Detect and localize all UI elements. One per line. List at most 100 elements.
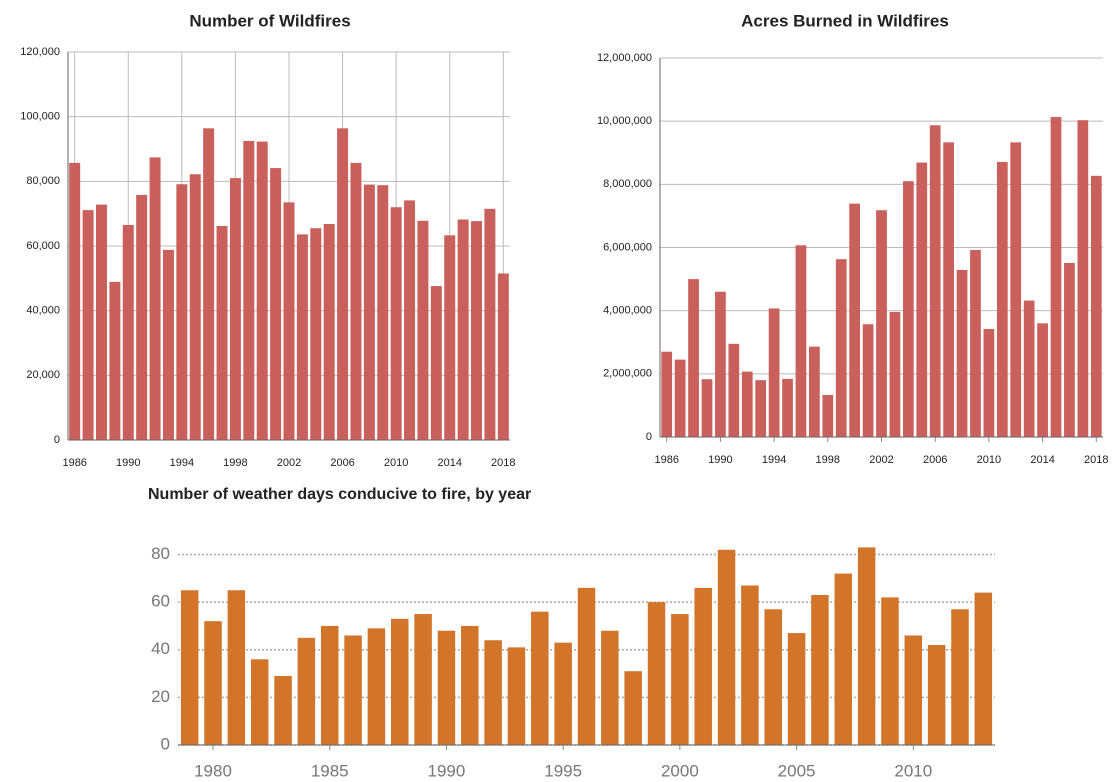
chart-title: Number of weather days conducive to fire…: [148, 486, 531, 503]
x-tick-label: 1985: [311, 761, 349, 780]
y-tick-label: 80: [151, 544, 170, 563]
chart-title: Acres Burned in Wildfires: [741, 11, 949, 30]
bar: [1010, 142, 1022, 437]
bar: [811, 595, 829, 745]
bar: [457, 219, 469, 440]
bar: [243, 140, 255, 440]
bar: [391, 618, 409, 745]
x-tick-label: 2018: [491, 457, 515, 469]
bar: [461, 625, 479, 745]
bar: [363, 184, 375, 440]
y-tick-label: 120,000: [20, 46, 60, 58]
y-tick-label: 40: [151, 639, 170, 658]
x-tick-label: 1980: [194, 761, 232, 780]
bar: [1090, 175, 1102, 437]
bar: [996, 161, 1008, 437]
bar: [671, 614, 689, 745]
bar: [862, 324, 874, 437]
bar: [256, 141, 268, 440]
bar: [688, 279, 699, 437]
x-tick-label: 2014: [437, 457, 461, 469]
x-tick-label: 1990: [428, 761, 466, 780]
bar: [661, 351, 673, 437]
bar: [1037, 323, 1048, 437]
bar: [755, 380, 767, 437]
bar: [82, 210, 94, 440]
x-tick-label: 2010: [384, 457, 408, 469]
bar: [270, 168, 282, 440]
bar: [554, 642, 572, 745]
bar: [484, 208, 496, 440]
bar: [970, 250, 981, 437]
bar: [834, 573, 853, 745]
bar: [647, 602, 666, 745]
x-tick-label: 2006: [330, 457, 354, 469]
bar: [149, 157, 161, 440]
bar: [437, 630, 456, 745]
bar: [983, 328, 995, 437]
y-tick-label: 100,000: [20, 111, 60, 123]
bar: [229, 178, 241, 440]
y-tick-label: 60: [151, 592, 170, 611]
bar: [904, 635, 923, 745]
x-tick-label: 2010: [977, 454, 1001, 466]
bar: [296, 234, 308, 440]
bar: [122, 224, 134, 440]
bar: [822, 394, 834, 437]
bar: [916, 162, 928, 437]
bar: [902, 181, 914, 437]
y-tick-label: 8,000,000: [603, 178, 652, 190]
bar: [377, 185, 389, 440]
x-tick-label: 2018: [1084, 454, 1108, 466]
bar: [189, 174, 201, 440]
bar: [404, 200, 416, 440]
bar: [764, 609, 782, 745]
bar: [624, 671, 642, 745]
bar: [390, 207, 402, 440]
bar: [974, 592, 993, 745]
y-tick-label: 40,000: [26, 305, 60, 317]
bar: [876, 210, 887, 437]
bar: [1050, 117, 1062, 437]
x-tick-label: 2000: [661, 761, 699, 780]
x-tick-label: 2002: [277, 457, 301, 469]
bar: [728, 343, 740, 437]
bar: [216, 225, 228, 440]
bar: [956, 269, 968, 437]
x-tick-label: 1995: [544, 761, 582, 780]
bar: [250, 659, 269, 745]
bar: [787, 633, 806, 745]
bar: [320, 625, 339, 745]
bar: [881, 597, 899, 745]
bar: [344, 635, 362, 745]
x-tick-label: 1986: [654, 454, 678, 466]
bar: [176, 184, 188, 440]
bar: [929, 125, 941, 438]
bar: [109, 281, 121, 440]
bar: [927, 645, 946, 745]
bar: [414, 614, 432, 745]
bar: [283, 202, 295, 440]
x-tick-label: 2010: [894, 761, 932, 780]
bar: [507, 647, 526, 745]
bar: [337, 128, 349, 440]
x-tick-label: 1994: [762, 454, 786, 466]
x-tick-label: 2014: [1030, 454, 1054, 466]
x-tick-label: 1990: [708, 454, 732, 466]
bar: [674, 359, 686, 437]
bar: [715, 291, 726, 437]
y-tick-label: 60,000: [26, 240, 60, 252]
x-tick-label: 1990: [116, 457, 140, 469]
bar: [180, 590, 199, 745]
bar: [1064, 262, 1075, 437]
bar: [768, 308, 780, 437]
bar: [951, 609, 969, 745]
bar: [889, 311, 901, 437]
bar: [136, 194, 148, 440]
bar: [484, 640, 502, 745]
chart-title: Number of Wildfires: [189, 11, 350, 30]
bar: [943, 142, 954, 437]
y-tick-label: 0: [646, 431, 652, 443]
y-tick-label: 20,000: [26, 369, 60, 381]
